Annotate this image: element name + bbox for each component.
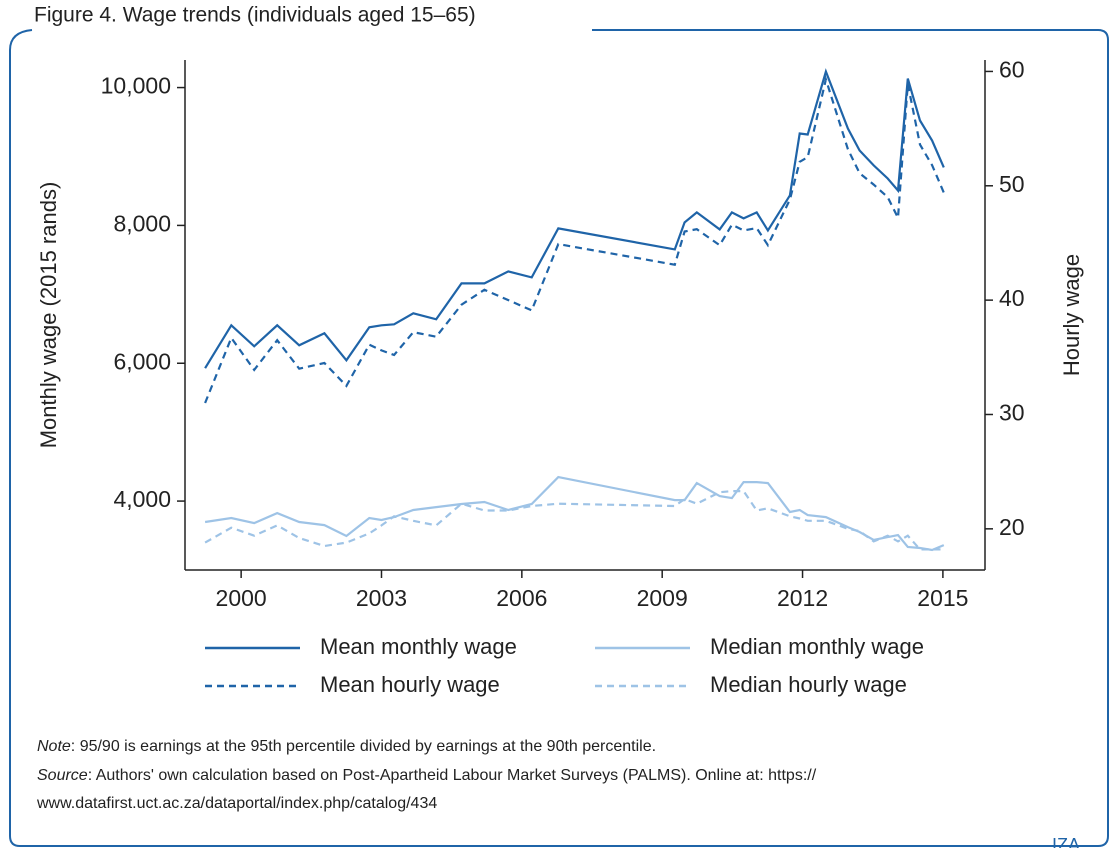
legend-label: Median monthly wage [710,634,924,659]
y2-tick-label: 50 [999,171,1025,197]
source: Source: Authors' own calculation based o… [37,767,817,784]
y2-axis-title: Hourly wage [1059,254,1084,376]
legend-label: Median hourly wage [710,672,907,697]
chart-title: Figure 4. Wage trends (individuals aged … [34,4,476,27]
source-text: www.datafirst.uct.ac.za/dataportal/index… [36,795,437,812]
y2-tick-label: 40 [999,285,1025,311]
y-tick-label: 6,000 [113,348,171,374]
x-tick-label: 2000 [216,585,267,611]
y-tick-label: 8,000 [113,210,171,236]
x-tick-label: 2012 [777,585,828,611]
series-line [204,68,945,369]
x-tick-label: 2006 [496,585,547,611]
x-tick-label: 2015 [917,585,968,611]
frame [9,29,1109,847]
note-text: : 95/90 is earnings at the 95th percenti… [71,738,656,755]
y2-tick-label: 20 [999,514,1025,540]
y2-tick-label: 30 [999,400,1025,426]
source-label: Source [37,767,88,784]
y-tick-label: 4,000 [113,486,171,512]
source-text: : Authors' own calculation based on Post… [88,767,817,784]
y2-tick-label: 60 [999,57,1025,83]
x-tick-label: 2009 [637,585,688,611]
series-line [204,475,945,552]
legend-label: Mean monthly wage [320,634,517,659]
series-line [204,75,945,404]
series-line [204,490,944,551]
note-label: Note [37,738,71,755]
y-tick-label: 10,000 [101,73,171,99]
y-axis-title: Monthly wage (2015 rands) [36,182,61,449]
legend-label: Mean hourly wage [320,672,500,697]
note: Note: 95/90 is earnings at the 95th perc… [37,738,656,755]
logo: IZA [1052,835,1080,848]
x-tick-label: 2003 [356,585,407,611]
